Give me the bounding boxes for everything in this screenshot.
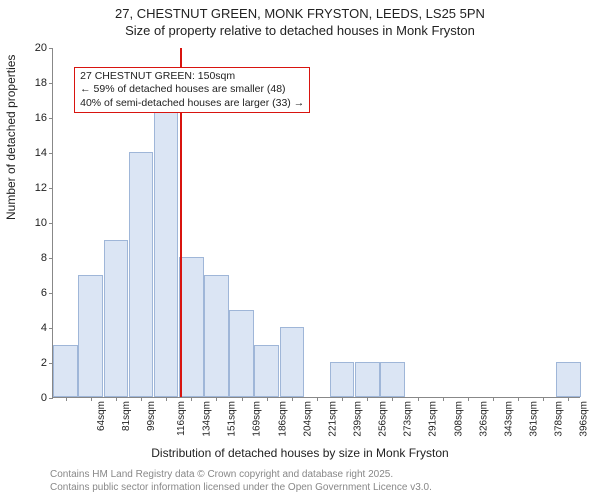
histogram-bar [355,362,380,397]
x-tick-label: 169sqm [252,401,263,437]
x-tick-mark [418,397,419,401]
x-tick-mark [568,397,569,401]
x-tick-mark [518,397,519,401]
x-tick-label: 116sqm [176,401,187,436]
x-tick-mark [91,397,92,401]
histogram-chart: 0246810121416182064sqm81sqm99sqm116sqm13… [52,48,580,398]
y-tick-mark [49,398,53,399]
annotation-line: 27 CHESTNUT GREEN: 150sqm [80,70,304,83]
y-tick-mark [49,223,53,224]
page-title-line2: Size of property relative to detached ho… [0,23,600,40]
x-tick-mark [292,397,293,401]
x-tick-label: 273sqm [403,401,414,437]
histogram-bar [104,240,129,398]
x-tick-mark [216,397,217,401]
x-tick-label: 151sqm [227,401,238,437]
histogram-bar [556,362,581,397]
x-tick-label: 134sqm [202,401,213,437]
x-tick-label: 81sqm [121,401,132,431]
y-tick-mark [49,153,53,154]
y-tick-mark [49,328,53,329]
x-tick-mark [468,397,469,401]
x-tick-label: 378sqm [554,401,565,437]
x-axis-label: Distribution of detached houses by size … [0,446,600,460]
x-tick-label: 204sqm [302,401,313,437]
histogram-bar [179,257,204,397]
y-tick-mark [49,118,53,119]
x-tick-mark [116,397,117,401]
histogram-bar [78,275,103,398]
x-tick-mark [392,397,393,401]
histogram-bar [380,362,405,397]
histogram-bar [53,345,78,398]
x-tick-mark [191,397,192,401]
y-tick-mark [49,293,53,294]
y-tick-mark [49,48,53,49]
x-tick-mark [141,397,142,401]
histogram-bar [280,327,305,397]
x-tick-label: 308sqm [453,401,464,437]
x-tick-label: 99sqm [146,401,157,431]
x-tick-label: 361sqm [529,401,540,437]
x-tick-label: 291sqm [428,401,439,437]
histogram-bar [129,152,154,397]
footer-line2: Contains public sector information licen… [50,481,432,494]
x-tick-mark [493,397,494,401]
annotation-line: 40% of semi-detached houses are larger (… [80,97,304,110]
x-tick-label: 326sqm [478,401,489,437]
footer-line1: Contains HM Land Registry data © Crown c… [50,468,432,481]
y-tick-mark [49,83,53,84]
x-tick-mark [543,397,544,401]
y-tick-mark [49,258,53,259]
x-tick-mark [367,397,368,401]
y-axis-label: Number of detached properties [4,55,18,220]
x-tick-label: 343sqm [503,401,514,437]
y-tick-mark [49,188,53,189]
x-tick-label: 221sqm [327,401,338,437]
page-title-line1: 27, CHESTNUT GREEN, MONK FRYSTON, LEEDS,… [0,6,600,23]
x-tick-mark [166,397,167,401]
footer-attribution: Contains HM Land Registry data © Crown c… [50,468,432,494]
x-tick-label: 239sqm [353,401,364,437]
x-tick-label: 396sqm [579,401,590,437]
x-tick-mark [267,397,268,401]
x-tick-label: 64sqm [96,401,107,431]
annotation-line: ← 59% of detached houses are smaller (48… [80,83,304,96]
histogram-bar [229,310,254,398]
annotation-box: 27 CHESTNUT GREEN: 150sqm← 59% of detach… [74,67,310,112]
x-tick-label: 186sqm [277,401,288,437]
histogram-bar [330,362,355,397]
x-tick-mark [66,397,67,401]
histogram-bar [204,275,229,398]
histogram-bar [154,82,179,397]
histogram-bar [254,345,279,398]
x-tick-mark [443,397,444,401]
x-tick-label: 256sqm [378,401,389,437]
x-tick-mark [342,397,343,401]
x-tick-mark [317,397,318,401]
x-tick-mark [242,397,243,401]
